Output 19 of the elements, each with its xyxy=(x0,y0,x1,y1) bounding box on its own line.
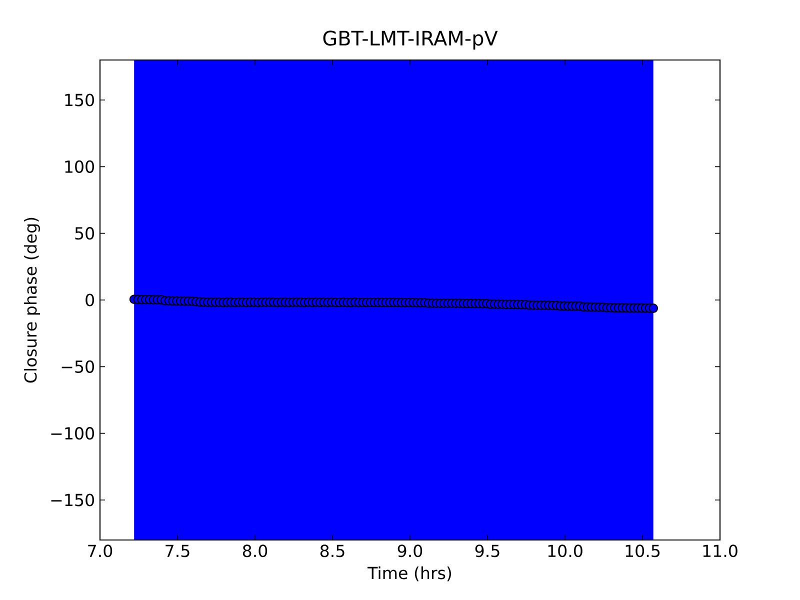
x-tick-label: 10.5 xyxy=(626,544,660,558)
x-tick-label: 9.5 xyxy=(475,544,500,558)
y-tick-label: −50 xyxy=(62,360,94,373)
y-tick-label: 150 xyxy=(65,94,94,106)
x-tick-label: 9.0 xyxy=(398,544,422,558)
chart-title: GBT-LMT-IRAM-pV xyxy=(323,30,498,50)
y-tick-label: 0 xyxy=(86,294,94,306)
x-tick-label: 8.5 xyxy=(320,544,344,558)
y-tick-label: 100 xyxy=(65,160,94,173)
y-tick-label: −100 xyxy=(51,427,94,440)
x-tick-label: 7.0 xyxy=(88,544,112,558)
x-tick-label: 11.0 xyxy=(703,544,738,558)
x-tick-label: 8.0 xyxy=(242,544,268,558)
y-axis-title: Closure phase (deg) xyxy=(24,218,40,383)
x-tick-label: 7.5 xyxy=(166,544,190,558)
x-tick-label: 10.0 xyxy=(548,544,582,558)
y-tick-label: 50 xyxy=(75,227,94,240)
x-axis-title: Time (hrs) xyxy=(368,566,452,582)
y-tick-label: −150 xyxy=(51,494,94,506)
